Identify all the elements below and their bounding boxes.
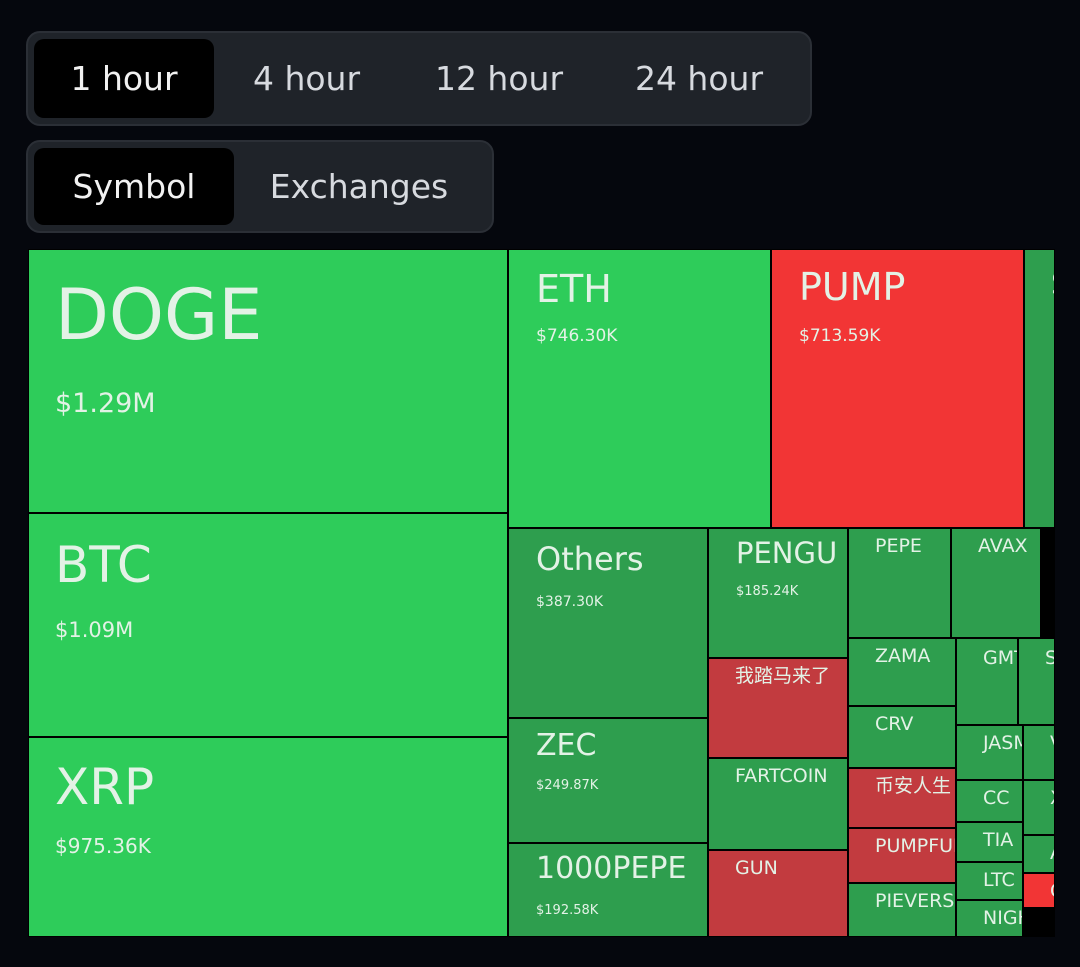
tile-label: GUN xyxy=(735,857,778,879)
tile-label: XRP xyxy=(55,758,155,816)
treemap-tile[interactable]: PEPE xyxy=(848,528,951,638)
time-tab[interactable]: 12 hour xyxy=(434,59,564,98)
tile-value: $975.36K xyxy=(55,834,151,858)
treemap-tile[interactable]: AVAX xyxy=(951,528,1041,638)
tile-value: $185.24K xyxy=(736,584,799,599)
treemap-tile[interactable]: TIA xyxy=(956,822,1023,862)
tile-label: JASMY xyxy=(983,732,1022,754)
time-tabs: 1 hour 4 hour 12 hour 24 hour xyxy=(26,31,812,126)
treemap-tile[interactable]: 我踏马来了 xyxy=(708,658,848,758)
group-tabs: Symbol Exchanges xyxy=(26,140,494,233)
tile-label: GMT xyxy=(983,647,1017,669)
treemap-tile[interactable]: C xyxy=(1023,873,1055,908)
tile-label: ETH xyxy=(536,267,612,311)
treemap-tile[interactable]: CC xyxy=(956,780,1023,822)
treemap-tile[interactable]: LTC xyxy=(956,862,1023,900)
time-tab[interactable]: 4 hour xyxy=(252,59,361,98)
tile-value: $249.87K xyxy=(536,778,599,793)
tile-label: A xyxy=(1050,844,1054,863)
tile-label: CC xyxy=(983,787,1010,809)
tile-label: LTC xyxy=(983,869,1015,891)
treemap-tile[interactable]: ETH $746.30K xyxy=(508,249,771,528)
treemap-tile[interactable]: DOGE $1.29M xyxy=(28,249,508,513)
tile-value: $1.09M xyxy=(55,618,134,642)
tile-value: $192.58K xyxy=(536,903,599,918)
tile-label: 1000PEPE xyxy=(536,851,687,886)
tile-label: C xyxy=(1050,882,1054,901)
treemap-tile[interactable]: PUMP $713.59K xyxy=(771,249,1024,528)
tile-label: FARTCOIN xyxy=(735,765,828,787)
tile-value: $746.30K xyxy=(536,326,618,346)
treemap-tile[interactable]: V xyxy=(1023,725,1055,780)
tile-label: ZAMA xyxy=(875,645,931,667)
treemap-tile[interactable]: NIGHT xyxy=(956,900,1023,937)
tile-label: V xyxy=(1050,734,1054,753)
tile-label: 我踏马来了 xyxy=(735,665,831,687)
treemap-tile[interactable]: PIEVERSE xyxy=(848,883,956,937)
tile-label: AVAX xyxy=(978,535,1028,557)
tile-value: $387.30K xyxy=(536,594,604,610)
tile-label: S xyxy=(1051,270,1054,300)
time-tab[interactable]: 24 hour xyxy=(634,59,764,98)
treemap-tile[interactable]: A xyxy=(1023,835,1055,873)
tile-label: NIGHT xyxy=(983,907,1022,929)
tile-label: CRV xyxy=(875,713,914,735)
treemap-tile[interactable]: PENGU $185.24K xyxy=(708,528,848,658)
group-tab[interactable]: Symbol xyxy=(34,148,234,225)
tile-label: S xyxy=(1045,649,1054,668)
treemap-tile[interactable]: S xyxy=(1024,249,1055,528)
treemap-tile[interactable]: GMT xyxy=(956,638,1018,725)
tile-label: PEPE xyxy=(875,535,922,557)
treemap-tile[interactable]: X xyxy=(1023,780,1055,835)
time-tab[interactable]: 1 hour xyxy=(34,39,214,118)
treemap-tile[interactable]: JASMY xyxy=(956,725,1023,780)
tile-label: PIEVERSE xyxy=(875,890,955,912)
tile-label: TIA xyxy=(983,829,1014,851)
treemap-tile[interactable]: 币安人生 xyxy=(848,768,956,828)
treemap-tile[interactable]: Others $387.30K xyxy=(508,528,708,718)
treemap-tile[interactable]: 1000PEPE $192.58K xyxy=(508,843,708,937)
group-tab[interactable]: Exchanges xyxy=(269,167,449,206)
tile-label: PENGU xyxy=(736,536,838,570)
treemap-tile[interactable]: ZEC $249.87K xyxy=(508,718,708,843)
tile-label: PUMPFUN xyxy=(875,835,955,857)
tile-label: 币安人生 xyxy=(875,775,952,797)
tile-label: DOGE xyxy=(55,274,263,356)
tile-label: Others xyxy=(536,540,644,578)
treemap-tile[interactable]: FARTCOIN xyxy=(708,758,848,850)
treemap-tile[interactable]: XRP $975.36K xyxy=(28,737,508,937)
treemap-tile[interactable]: ZAMA xyxy=(848,638,956,706)
tile-label: X xyxy=(1050,789,1054,808)
tile-label: ZEC xyxy=(536,728,597,763)
tile-value: $713.59K xyxy=(799,326,881,346)
treemap-tile[interactable]: S xyxy=(1018,638,1055,725)
treemap-tile[interactable]: CRV xyxy=(848,706,956,768)
tile-label: PUMP xyxy=(799,265,906,309)
treemap: DOGE $1.29M BTC $1.09M XRP $975.36K ETH $746.30… xyxy=(28,249,1055,937)
treemap-tile[interactable]: BTC $1.09M xyxy=(28,513,508,737)
treemap-tile[interactable]: PUMPFUN xyxy=(848,828,956,883)
treemap-tile[interactable]: GUN xyxy=(708,850,848,937)
tile-label: BTC xyxy=(55,536,152,594)
tile-value: $1.29M xyxy=(55,388,156,419)
